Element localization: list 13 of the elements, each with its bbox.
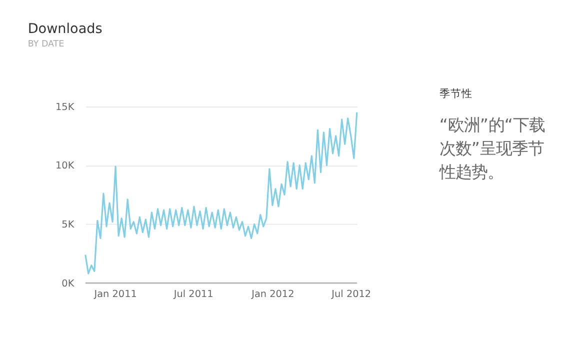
x-tick-label: Jan 2012 (250, 289, 294, 300)
line-series (84, 112, 358, 274)
x-tick-label: Jul 2011 (172, 289, 214, 300)
text: 季节性 (439, 86, 472, 100)
text: “欧洲”的“下载次数”呈现季节性趋势。 (438, 116, 545, 182)
y-tick-label: 15K (56, 102, 75, 113)
x-tick-label: Jul 2012 (330, 289, 372, 300)
chart-subtitle: BY DATE (28, 39, 64, 50)
x-tick-label: Jan 2011 (93, 289, 137, 300)
y-tick-label: 10K (56, 160, 75, 172)
y-tick-label: 5K (62, 220, 75, 231)
y-tick-label: 0K (62, 278, 75, 290)
chart-title: Downloads (28, 20, 102, 37)
